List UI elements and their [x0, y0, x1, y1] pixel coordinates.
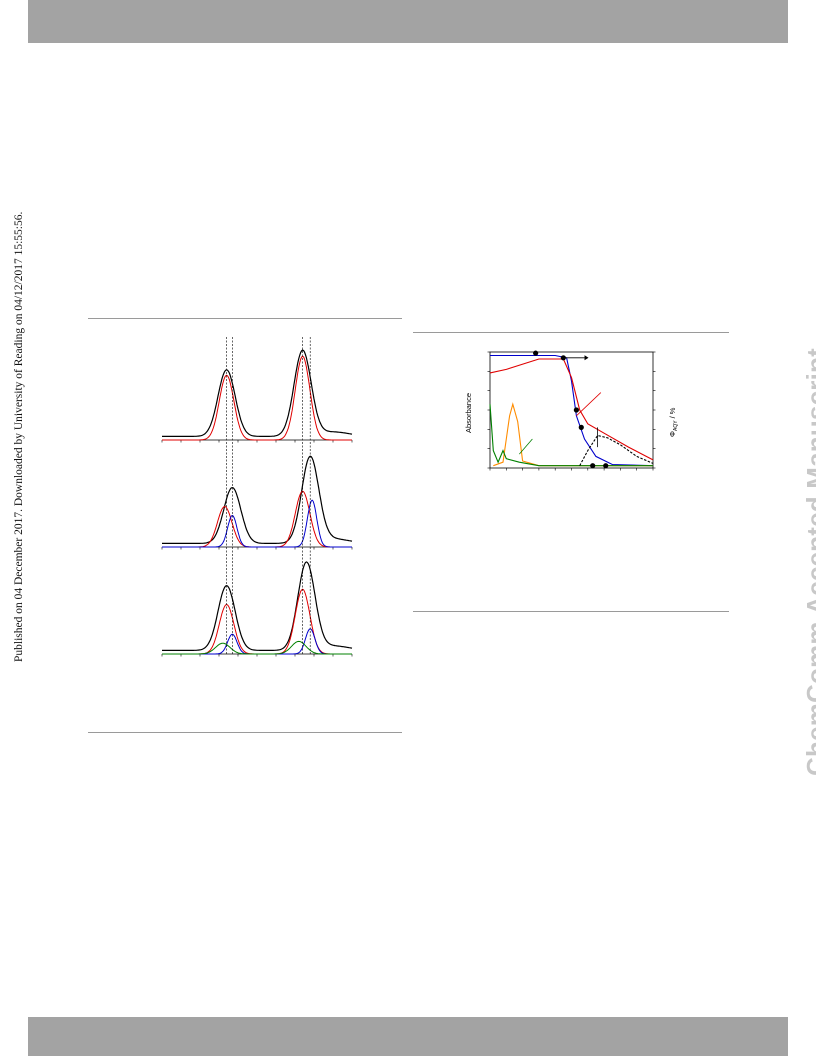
data-marker-4 — [590, 463, 596, 469]
axis-arrow-head — [584, 355, 589, 361]
data-marker-0 — [533, 350, 539, 356]
data-marker-2 — [573, 407, 579, 413]
footer-band — [28, 1017, 788, 1056]
panel-middle-series-0 — [162, 455, 353, 544]
figure1-peak-panels — [161, 337, 353, 657]
panel-bottom-series-1 — [162, 588, 352, 655]
figure2-bottom-rule — [413, 611, 729, 612]
y-axis-label-right: ΦAQY / % — [668, 407, 679, 437]
figure1-bottom-rule — [88, 732, 402, 733]
data-marker-3 — [578, 424, 584, 430]
header-band — [28, 0, 788, 43]
data-marker-5 — [603, 463, 609, 469]
y-axis-label-right-unit: / % — [668, 407, 677, 420]
series-1 — [489, 358, 654, 461]
figure2-absorbance-chart: Absorbance ΦAQY / % — [464, 350, 679, 471]
series-4 — [579, 434, 654, 466]
y-axis-label-left: Absorbance — [464, 393, 473, 433]
panel-bottom-series-3 — [162, 640, 352, 655]
panel-top-series-0 — [162, 349, 353, 437]
figure1-top-rule — [88, 318, 402, 319]
panel-top-series-1 — [162, 355, 352, 441]
panel-bottom-series-0 — [162, 561, 353, 651]
y-axis-label-right-subscript: AQY — [673, 420, 679, 431]
panel-middle-series-1 — [162, 490, 352, 548]
series-0 — [490, 354, 654, 467]
panel-middle-series-2 — [162, 499, 352, 548]
pointer-green — [519, 438, 533, 455]
series-2 — [493, 402, 653, 467]
publication-note: Published on 04 December 2017. Downloade… — [13, 211, 25, 662]
y-axis-label-right-symbol: Φ — [668, 431, 677, 437]
figure2-top-rule — [413, 332, 729, 333]
data-marker-1 — [560, 355, 566, 361]
pointer-red — [576, 392, 602, 417]
series-3 — [489, 404, 653, 467]
watermark: ChemComm Accepted Manuscript — [801, 348, 816, 776]
